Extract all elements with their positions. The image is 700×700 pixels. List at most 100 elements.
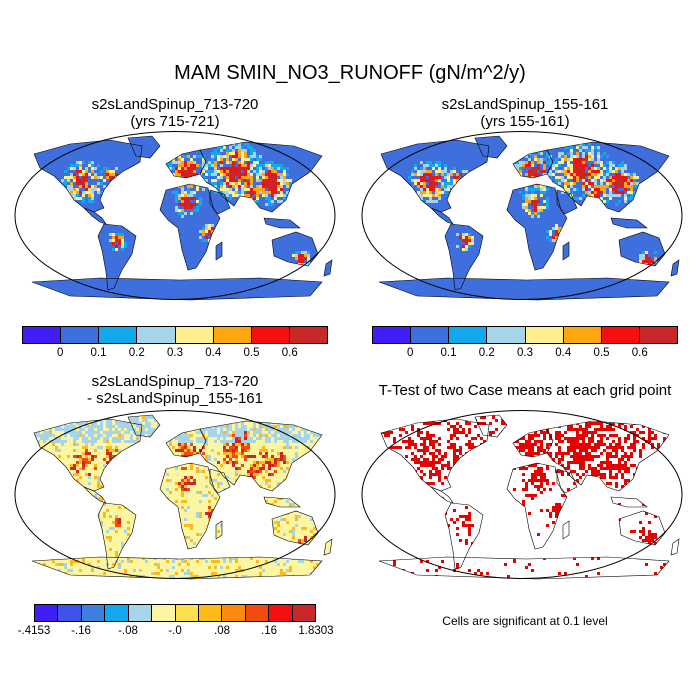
coastline-asia bbox=[199, 420, 323, 492]
colorbar-box bbox=[411, 327, 450, 343]
panel-title-ttest: T-Test of two Case means at each grid po… bbox=[355, 382, 695, 399]
coastline-indonesia bbox=[263, 217, 301, 229]
colorbar-label: -.4153 bbox=[17, 625, 51, 637]
panel-title-case2-line2: (yrs 155-161) bbox=[480, 113, 570, 130]
significance-footnote: Cells are significant at 0.1 level bbox=[442, 614, 608, 628]
coastline-south-america bbox=[97, 502, 137, 570]
colorbar-box bbox=[175, 605, 199, 621]
colorbar-box bbox=[373, 327, 412, 343]
coastlines bbox=[378, 414, 680, 580]
colorbar-label: .16 bbox=[261, 625, 277, 637]
colorbar-box bbox=[269, 605, 293, 621]
colorbar-label: 1.8303 bbox=[298, 625, 334, 637]
colorbar-diff bbox=[34, 604, 316, 622]
coastline-new-zealand bbox=[323, 259, 333, 277]
colorbar-box bbox=[563, 327, 602, 343]
colorbar-box bbox=[105, 605, 129, 621]
colorbar-label: 0.2 bbox=[128, 347, 145, 359]
colorbar-box bbox=[213, 327, 252, 343]
coastline-africa bbox=[506, 183, 568, 271]
colorbar-box bbox=[251, 327, 290, 343]
colorbar-case1-labels: 0 0.1 0.2 0.3 0.4 0.5 0.6 bbox=[22, 347, 328, 361]
coastline-south-america bbox=[97, 223, 137, 291]
coastline-indonesia bbox=[610, 496, 648, 508]
coastline-madagascar bbox=[562, 520, 570, 540]
colorbar-label: 0.3 bbox=[517, 347, 533, 359]
colorbar-label: 0 bbox=[407, 347, 414, 359]
map-frame bbox=[361, 410, 683, 579]
coastline-africa bbox=[159, 183, 221, 271]
coastline-madagascar bbox=[562, 241, 570, 261]
colorbar-box bbox=[487, 327, 526, 343]
coastline-north-america bbox=[380, 139, 490, 213]
colorbar-box bbox=[601, 327, 640, 343]
colorbar-box bbox=[525, 327, 564, 343]
colorbar-case2 bbox=[372, 326, 678, 344]
colorbar-box bbox=[137, 327, 176, 343]
coastline-north-america bbox=[380, 418, 490, 492]
colorbar-box bbox=[61, 327, 100, 343]
map-ttest bbox=[361, 410, 683, 580]
colorbar-box bbox=[23, 327, 62, 343]
coastline-new-zealand bbox=[323, 538, 333, 556]
coastline-greenland bbox=[474, 414, 508, 438]
colorbar-box bbox=[222, 605, 246, 621]
coastline-arabia bbox=[209, 468, 231, 494]
coastline-australia bbox=[618, 510, 666, 546]
coastline-antarctica bbox=[378, 556, 670, 580]
figure-title: MAM SMIN_NO3_RUNOFF (gN/m^2/y) bbox=[174, 62, 526, 84]
colorbar-label: 0.3 bbox=[167, 347, 183, 359]
colorbar-label: 0.6 bbox=[281, 347, 298, 359]
coastline-asia bbox=[199, 141, 323, 213]
coastline-south-america bbox=[444, 223, 484, 291]
coastline-north-america bbox=[33, 139, 143, 213]
panel-title-case2-line1: s2sLandSpinup_155-161 bbox=[441, 96, 609, 113]
colorbar-box bbox=[245, 605, 270, 621]
coastline-arabia bbox=[556, 189, 578, 215]
colorbar-label: 0.4 bbox=[555, 347, 572, 359]
colorbar-box bbox=[198, 605, 223, 621]
coastline-antarctica bbox=[31, 277, 323, 301]
coastline-new-zealand bbox=[670, 538, 680, 556]
coastline-asia bbox=[546, 141, 670, 213]
colorbar-label: 0.4 bbox=[205, 347, 222, 359]
panel-title-ttest-line1: T-Test of two Case means at each grid po… bbox=[378, 382, 672, 399]
colorbar-label: 0.2 bbox=[478, 347, 495, 359]
coastlines bbox=[378, 135, 680, 301]
coastline-madagascar bbox=[215, 241, 223, 261]
coastline-greenland bbox=[127, 414, 161, 438]
colorbar-case2-labels: 0 0.1 0.2 0.3 0.4 0.5 0.6 bbox=[372, 347, 678, 361]
panel-title-case2: s2sLandSpinup_155-161 (yrs 155-161) bbox=[370, 96, 680, 130]
colorbar-box bbox=[99, 327, 138, 343]
coastline-antarctica bbox=[378, 277, 670, 301]
map-frame bbox=[14, 131, 336, 300]
colorbar-box bbox=[58, 605, 82, 621]
colorbar-box bbox=[639, 327, 677, 343]
coastline-australia bbox=[271, 510, 319, 546]
map-frame bbox=[14, 410, 336, 579]
colorbar-label: -.08 bbox=[118, 625, 138, 637]
colorbar-box bbox=[289, 327, 327, 343]
colorbar-box bbox=[152, 605, 176, 621]
panel-title-case1-line2: (yrs 715-721) bbox=[130, 113, 220, 130]
colorbar-label: 0.1 bbox=[440, 347, 457, 359]
colorbar-label: 0.1 bbox=[90, 347, 107, 359]
colorbar-diff-labels: -.4153 -.16 -.08 -.0 .08 .16 1.8303 bbox=[18, 625, 334, 639]
colorbar-box bbox=[35, 605, 59, 621]
coastline-antarctica bbox=[31, 556, 323, 580]
colorbar-label: 0.6 bbox=[631, 347, 648, 359]
map-diff bbox=[14, 410, 336, 580]
coastlines bbox=[31, 414, 333, 580]
coastline-north-america bbox=[33, 418, 143, 492]
map-case2 bbox=[361, 131, 683, 301]
coastline-africa bbox=[159, 462, 221, 550]
coastline-new-zealand bbox=[670, 259, 680, 277]
panel-title-case1: s2sLandSpinup_713-720 (yrs 715-721) bbox=[20, 96, 330, 130]
colorbar-label: 0 bbox=[57, 347, 64, 359]
colorbar-box bbox=[292, 605, 316, 621]
colorbar-box bbox=[449, 327, 488, 343]
coastline-arabia bbox=[556, 468, 578, 494]
colorbar-case1 bbox=[22, 326, 328, 344]
coastline-greenland bbox=[474, 135, 508, 159]
colorbar-box bbox=[128, 605, 153, 621]
